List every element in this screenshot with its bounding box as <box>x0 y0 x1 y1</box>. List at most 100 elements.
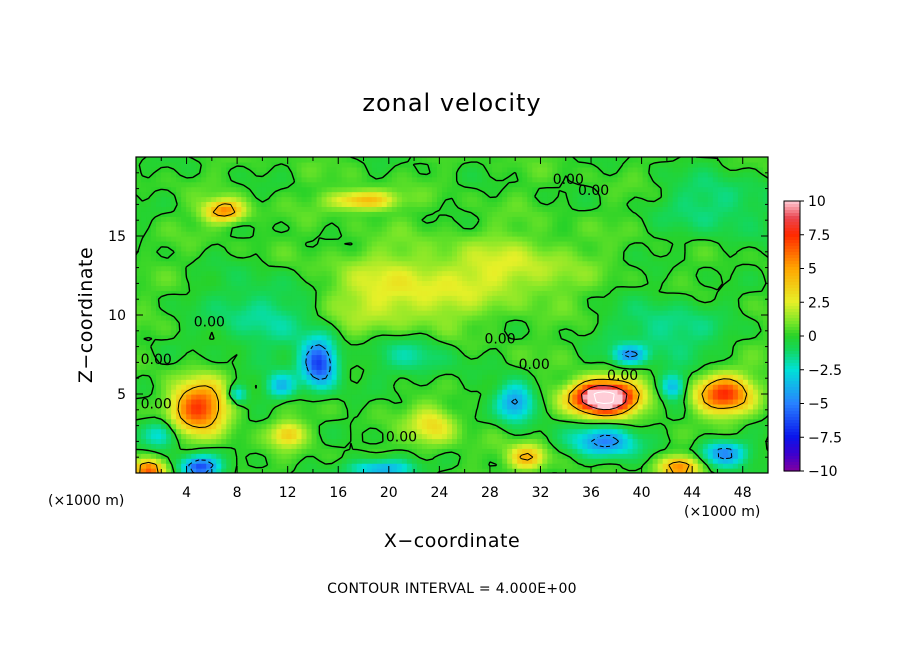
field-cell <box>562 310 568 316</box>
field-cell <box>361 438 368 444</box>
field-cell <box>261 285 268 291</box>
field-cell <box>296 344 303 351</box>
field-cell <box>436 448 443 454</box>
field-cell <box>467 463 473 469</box>
field-cell <box>326 364 333 370</box>
field-cell <box>271 305 278 311</box>
field-cell <box>436 384 443 390</box>
field-cell <box>261 280 268 286</box>
field-cell <box>311 428 318 435</box>
field-cell <box>216 438 222 444</box>
field-cell <box>647 334 654 341</box>
field-cell <box>146 364 152 370</box>
field-cell <box>647 280 654 286</box>
field-cell <box>762 418 768 425</box>
field-cell <box>697 285 704 291</box>
field-cell <box>151 295 157 301</box>
field-cell <box>587 359 594 365</box>
field-cell <box>687 349 694 356</box>
field-cell <box>286 443 293 449</box>
field-cell <box>512 453 518 459</box>
field-cell <box>672 324 679 331</box>
field-cell <box>532 275 538 282</box>
field-cell <box>416 280 423 286</box>
field-cell <box>472 354 478 361</box>
field-cell <box>246 384 252 390</box>
field-cell <box>732 344 739 351</box>
field-cell <box>492 379 498 385</box>
field-cell <box>386 443 393 449</box>
field-cell <box>597 290 604 296</box>
field-cell <box>206 285 212 291</box>
field-cell <box>231 403 237 410</box>
field-cell <box>742 428 749 435</box>
field-cell <box>617 448 624 454</box>
field-cell <box>752 280 759 286</box>
field-cell <box>366 364 373 370</box>
field-cell <box>717 438 724 444</box>
field-cell <box>366 403 373 410</box>
field-cell <box>657 315 664 321</box>
field-cell <box>391 408 398 415</box>
field-cell <box>326 285 333 291</box>
field-cell <box>752 315 759 321</box>
field-cell <box>386 275 393 282</box>
field-cell <box>401 453 408 459</box>
field-cell <box>211 344 217 351</box>
field-cell <box>567 324 573 331</box>
field-cell <box>732 349 739 356</box>
field-cell <box>221 403 227 410</box>
field-cell <box>241 398 247 405</box>
field-cell <box>191 369 197 375</box>
field-cell <box>241 428 247 435</box>
field-cell <box>291 315 298 321</box>
field-cell <box>747 453 754 459</box>
field-cell <box>667 428 674 435</box>
field-cell <box>507 285 513 291</box>
field-cell <box>221 418 227 425</box>
field-cell <box>677 423 684 430</box>
field-cell <box>692 359 699 365</box>
field-cell <box>301 458 308 464</box>
field-cell <box>622 453 629 459</box>
field-cell <box>587 310 594 316</box>
field-cell <box>316 453 323 459</box>
field-cell <box>191 389 197 395</box>
field-cell <box>196 379 202 385</box>
field-cell <box>562 453 568 459</box>
field-cell <box>587 394 594 400</box>
field-cell <box>712 364 719 370</box>
field-cell <box>487 349 493 356</box>
field-cell <box>241 423 247 430</box>
field-cell <box>702 418 709 425</box>
field-cell <box>617 280 624 286</box>
field-cell <box>361 300 368 306</box>
field-cell <box>366 458 373 464</box>
field-cell <box>542 394 548 400</box>
field-cell <box>722 379 729 385</box>
field-cell <box>191 324 197 331</box>
field-cell <box>472 384 478 390</box>
field-cell <box>271 369 278 375</box>
field-cell <box>737 315 744 321</box>
field-cell <box>271 339 278 346</box>
field-cell <box>436 453 443 459</box>
field-cell <box>376 315 383 321</box>
field-cell <box>266 305 273 311</box>
field-cell <box>752 369 759 375</box>
field-cell <box>542 389 548 395</box>
field-cell <box>532 290 538 296</box>
field-cell <box>632 379 639 385</box>
field-cell <box>296 280 303 286</box>
field-cell <box>742 339 749 346</box>
field-cell <box>246 315 252 321</box>
field-cell <box>602 408 609 415</box>
field-cell <box>306 334 313 341</box>
field-cell <box>136 408 142 415</box>
field-cell <box>411 394 418 400</box>
field-cell <box>547 458 553 464</box>
field-cell <box>527 384 533 390</box>
field-cell <box>747 384 754 390</box>
field-cell <box>517 413 523 420</box>
field-cell <box>411 354 418 361</box>
